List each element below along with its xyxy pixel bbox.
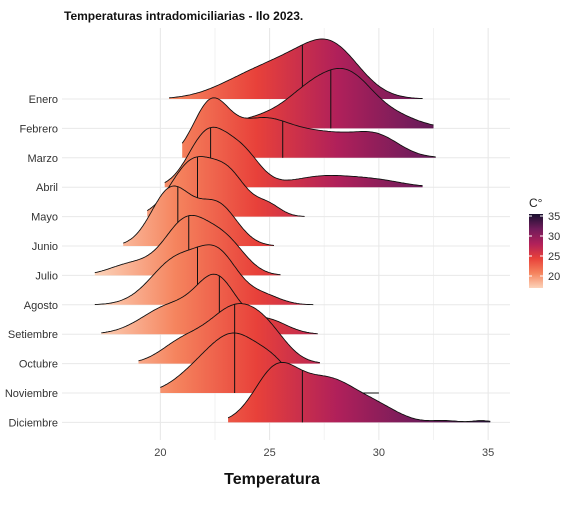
y-tick-label: Setiembre [8,329,58,341]
x-tick-label: 30 [373,447,385,459]
ridge-area [94,215,281,276]
ridge-junio [123,185,275,246]
y-tick-label: Febrero [19,123,58,135]
ridge-outline [94,214,281,276]
ridge-outline [146,156,305,217]
y-tick-label: Abril [36,182,58,194]
y-tick-label: Noviembre [5,388,58,400]
y-tick-label: Octubre [19,359,58,371]
legend-tick-label: 20 [548,271,560,283]
x-tick-label: 20 [154,447,166,459]
ridge-marzo [181,97,436,158]
legend-tick-label: 35 [548,211,560,223]
y-tick-label: Marzo [27,153,58,165]
legend-colorbar [529,214,543,288]
ridge-area [123,186,274,246]
y-tick-label: Mayo [31,212,58,224]
x-tick-label: 25 [263,447,275,459]
legend-title: C° [529,196,543,210]
ridge-outline [164,126,423,187]
x-tick-label: 35 [482,447,494,459]
ridge-outline [169,38,423,99]
ridge-area [160,333,379,393]
ridge-area [228,362,491,423]
ridge-outline [181,97,436,158]
y-tick-label: Diciembre [8,417,58,429]
ridge-outline [138,303,320,364]
y-tick-label: Agosto [24,300,58,312]
chart-title: Temperaturas intradomiciliarias - Ilo 20… [64,9,303,23]
ridge-enero [169,38,423,99]
y-tick-label: Junio [32,241,58,253]
y-tick-label: Enero [29,94,58,106]
legend-tick-label: 30 [548,231,560,243]
color-legend: C° 35 30 25 20 [529,196,560,288]
ridge-outline [227,361,491,423]
x-tick-labels: 20 25 30 35 [154,447,494,459]
y-tick-label: Julio [35,270,58,282]
ridge-diciembre [227,361,491,423]
ridge-outline [94,244,314,306]
ridge-area [182,97,436,158]
ridge-area [208,68,434,129]
legend-tick-label: 25 [548,251,560,263]
ridge-outline [123,185,275,246]
x-axis-label: Temperatura [224,471,320,488]
ridges [94,38,491,423]
y-tick-labels: Enero Febrero Marzo Abril Mayo Junio Julio Agos… [5,94,58,429]
ridge-outline [101,273,318,335]
